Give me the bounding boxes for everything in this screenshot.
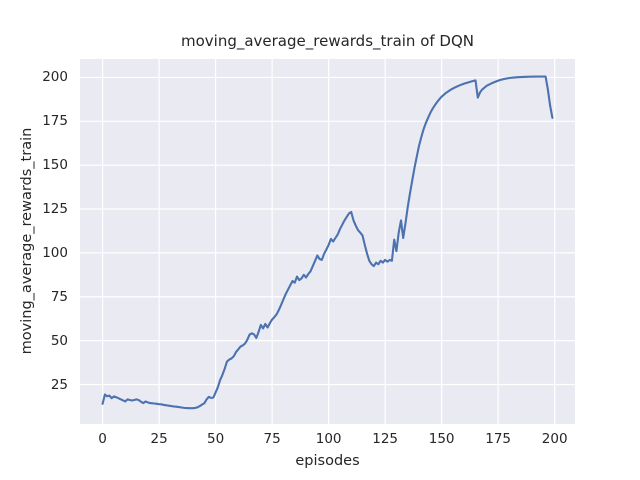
x-tick-label: 175	[485, 431, 512, 447]
data-line	[101, 75, 554, 410]
y-tick-label: 50	[50, 332, 68, 349]
y-tick-label: 150	[42, 157, 68, 174]
chart-title: moving_average_rewards_train of DQN	[180, 32, 475, 50]
y-tick-label: 75	[50, 288, 68, 305]
line-chart-svg	[80, 59, 575, 424]
x-tick-label: 0	[98, 431, 107, 447]
x-tick-label: 25	[150, 431, 168, 447]
y-tick-label: 200	[42, 69, 68, 86]
y-tick-label: 175	[42, 113, 68, 130]
x-axis-label: episodes	[295, 453, 360, 469]
y-tick-label: 25	[50, 376, 68, 393]
plot-area	[80, 59, 575, 424]
x-tick-label: 50	[207, 431, 225, 447]
x-tick-label: 75	[263, 431, 281, 447]
plot-background	[80, 59, 575, 424]
y-tick-label: 125	[42, 201, 68, 218]
x-tick-label: 125	[372, 431, 399, 447]
y-tick-label: 100	[42, 244, 68, 261]
x-tick-label: 150	[428, 431, 455, 447]
x-tick-label: 200	[541, 431, 568, 447]
x-tick-label: 100	[315, 431, 342, 447]
